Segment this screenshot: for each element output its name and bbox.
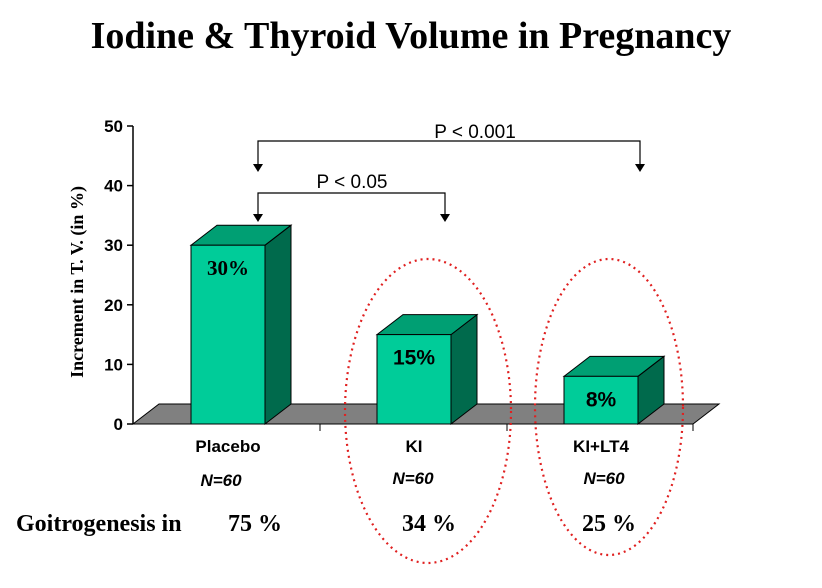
p-value-large: P < 0.001 <box>434 122 516 143</box>
bar-placebo <box>190 244 266 425</box>
category-label-placebo: Placebo <box>195 437 260 456</box>
y-axis-label: Increment in T. V. (in %) <box>67 186 88 378</box>
significance-bracket-small <box>257 192 446 218</box>
bar-value-label-ki-lt4: 8% <box>586 388 617 411</box>
n-label-ki: N=60 <box>392 469 434 488</box>
y-tick-label: 0 <box>114 415 123 434</box>
y-tick-label: 50 <box>104 117 123 136</box>
y-tick-label: 10 <box>104 355 123 374</box>
bracket-arrowhead <box>440 214 450 222</box>
category-label-ki-lt4: KI+LT4 <box>573 437 629 456</box>
y-tick-label: 40 <box>104 177 123 196</box>
bar-side-placebo <box>264 224 292 426</box>
goitrogenesis-value-ki-lt4: 25 % <box>582 511 636 537</box>
highlight-ellipse-ki-lt4 <box>533 257 685 557</box>
goitrogenesis-value-ki: 34 % <box>402 511 456 537</box>
p-value-small: P < 0.05 <box>317 172 388 193</box>
bracket-arrowhead <box>635 164 645 172</box>
significance-bracket-large <box>257 140 641 168</box>
highlight-ellipse-ki <box>343 257 513 565</box>
n-label-ki-lt4: N=60 <box>583 469 625 488</box>
n-label-placebo: N=60 <box>200 471 242 490</box>
bar-ki <box>376 334 452 425</box>
y-tick-label: 30 <box>104 236 123 255</box>
y-tick-label: 20 <box>104 296 123 315</box>
bar-ki-lt4 <box>563 375 639 425</box>
chart-title: Iodine & Thyroid Volume in Pregnancy <box>90 15 732 57</box>
bar-value-label-ki: 15% <box>393 347 435 370</box>
category-label-ki: KI <box>406 437 423 456</box>
bracket-arrowhead <box>253 214 263 222</box>
bracket-arrowhead <box>253 164 263 172</box>
bar-value-label-placebo: 30% <box>207 256 249 280</box>
goitrogenesis-label: Goitrogenesis in <box>16 511 182 537</box>
goitrogenesis-value-placebo: 75 % <box>228 511 282 537</box>
